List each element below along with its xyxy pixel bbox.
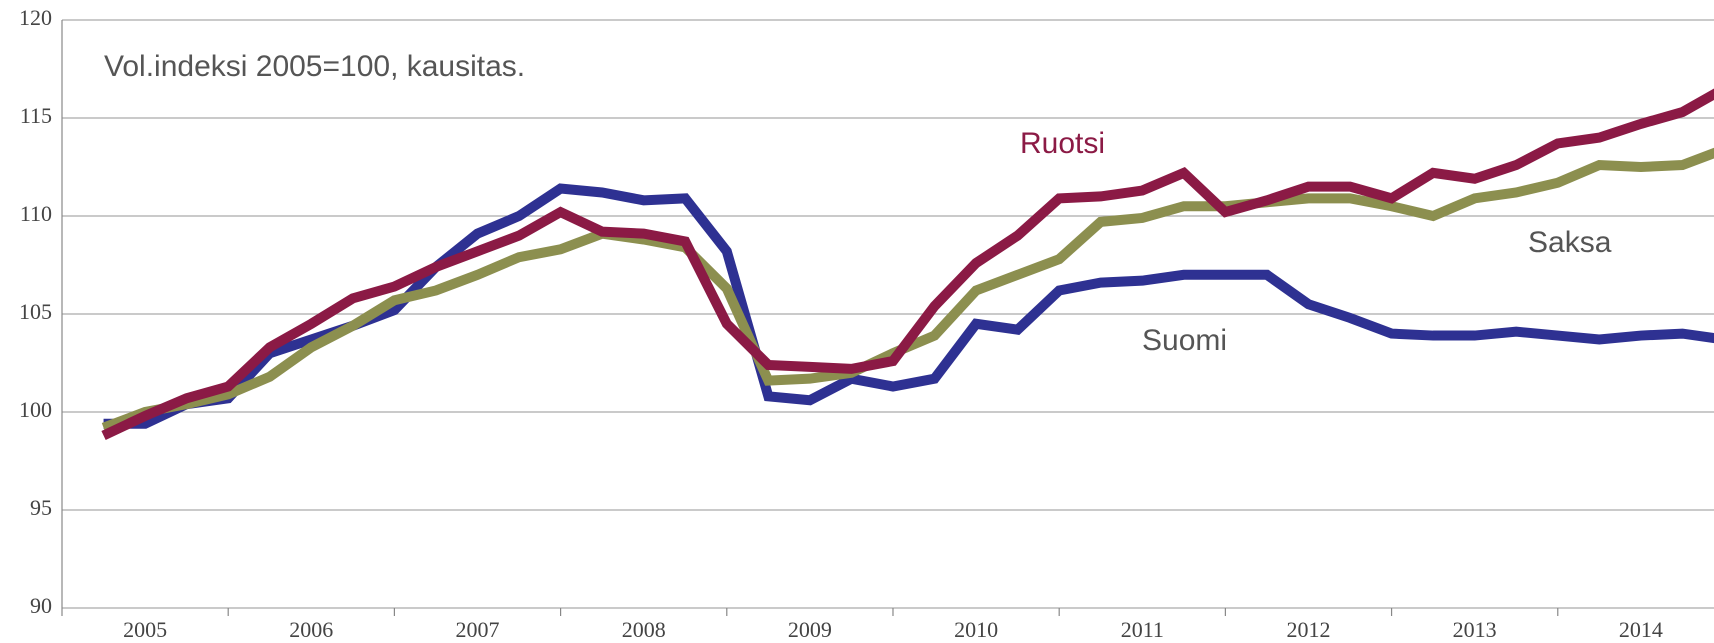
y-tick-label: 115	[20, 103, 52, 128]
series-label: Suomi	[1142, 324, 1227, 357]
y-tick-label: 90	[30, 593, 52, 618]
x-tick-label: 2005	[123, 617, 167, 642]
x-tick-label: 2011	[1121, 617, 1164, 642]
x-tick-label: 2008	[622, 617, 666, 642]
annotation: Vol.indeksi 2005=100, kausitas.	[104, 50, 525, 83]
x-tick-label: 2007	[455, 617, 499, 642]
x-tick-label: 2012	[1286, 617, 1330, 642]
y-tick-label: 95	[30, 495, 52, 520]
series-line	[101, 147, 1714, 433]
y-tick-label: 110	[20, 201, 52, 226]
plot-area	[101, 88, 1714, 441]
y-tick-label: 100	[19, 397, 52, 422]
series-line	[101, 88, 1714, 441]
x-tick-label: 2009	[788, 617, 832, 642]
x-tick-label: 2010	[954, 617, 998, 642]
x-tick-label: 2013	[1453, 617, 1497, 642]
series-label: Saksa	[1528, 226, 1612, 259]
y-tick-label: 120	[19, 5, 52, 30]
x-tick-label: 2014	[1619, 617, 1663, 642]
y-tick-label: 105	[19, 299, 52, 324]
x-tick-label: 2006	[289, 617, 333, 642]
series-label: Ruotsi	[1020, 127, 1105, 160]
